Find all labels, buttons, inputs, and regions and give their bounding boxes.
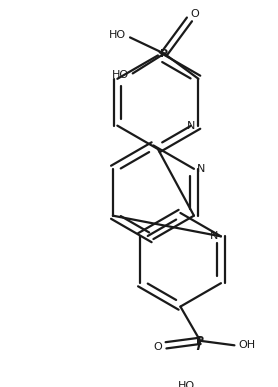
Text: P: P	[160, 49, 168, 58]
Text: OH: OH	[239, 340, 255, 350]
Text: HO: HO	[109, 30, 126, 40]
Text: HO: HO	[111, 70, 129, 80]
Text: N: N	[210, 231, 218, 241]
Text: P: P	[196, 336, 204, 346]
Text: N: N	[197, 164, 205, 174]
Text: HO: HO	[178, 381, 195, 387]
Text: O: O	[190, 9, 199, 19]
Text: N: N	[187, 121, 195, 131]
Text: O: O	[153, 342, 162, 352]
